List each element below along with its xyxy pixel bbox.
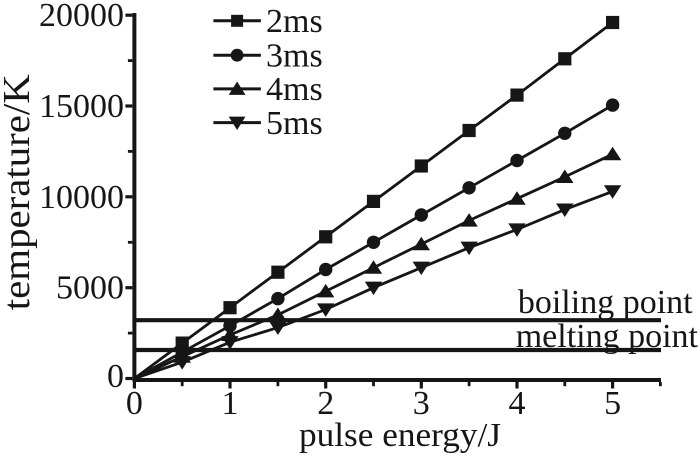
svg-text:2: 2 xyxy=(317,385,334,422)
svg-text:0: 0 xyxy=(107,358,124,395)
svg-text:3: 3 xyxy=(413,385,430,422)
svg-text:5: 5 xyxy=(604,385,621,422)
svg-text:3ms: 3ms xyxy=(266,37,323,74)
svg-text:20000: 20000 xyxy=(39,0,124,34)
svg-text:2ms: 2ms xyxy=(266,3,323,40)
svg-text:10000: 10000 xyxy=(39,179,124,216)
svg-text:boiling point: boiling point xyxy=(518,284,693,321)
svg-text:4: 4 xyxy=(509,385,526,422)
svg-text:5000: 5000 xyxy=(56,270,124,307)
svg-text:15000: 15000 xyxy=(39,88,124,125)
svg-text:pulse energy/J: pulse energy/J xyxy=(299,417,501,454)
svg-text:4ms: 4ms xyxy=(266,71,323,108)
svg-text:0: 0 xyxy=(126,385,143,422)
svg-text:temperature/K: temperature/K xyxy=(0,74,38,311)
svg-text:5ms: 5ms xyxy=(266,105,323,142)
svg-text:melting point: melting point xyxy=(516,318,699,355)
svg-text:1: 1 xyxy=(222,385,239,422)
